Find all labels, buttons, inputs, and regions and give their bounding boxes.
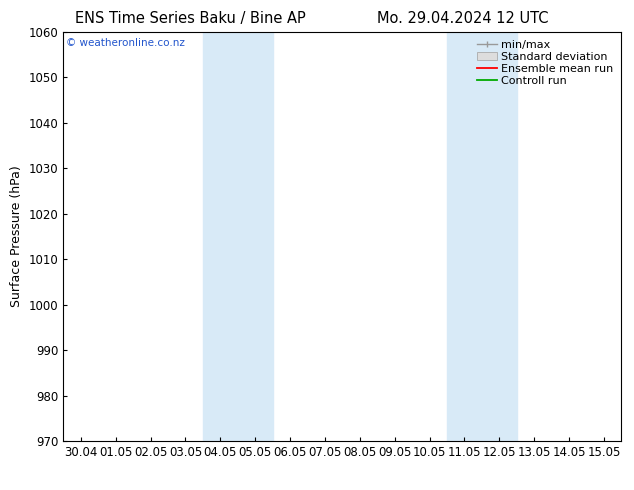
Y-axis label: Surface Pressure (hPa): Surface Pressure (hPa) <box>10 166 23 307</box>
Text: Mo. 29.04.2024 12 UTC: Mo. 29.04.2024 12 UTC <box>377 11 548 26</box>
Legend: min/max, Standard deviation, Ensemble mean run, Controll run: min/max, Standard deviation, Ensemble me… <box>475 37 616 89</box>
Bar <box>447 32 517 441</box>
Text: ENS Time Series Baku / Bine AP: ENS Time Series Baku / Bine AP <box>75 11 306 26</box>
Bar <box>203 32 273 441</box>
Text: © weatheronline.co.nz: © weatheronline.co.nz <box>66 38 185 48</box>
